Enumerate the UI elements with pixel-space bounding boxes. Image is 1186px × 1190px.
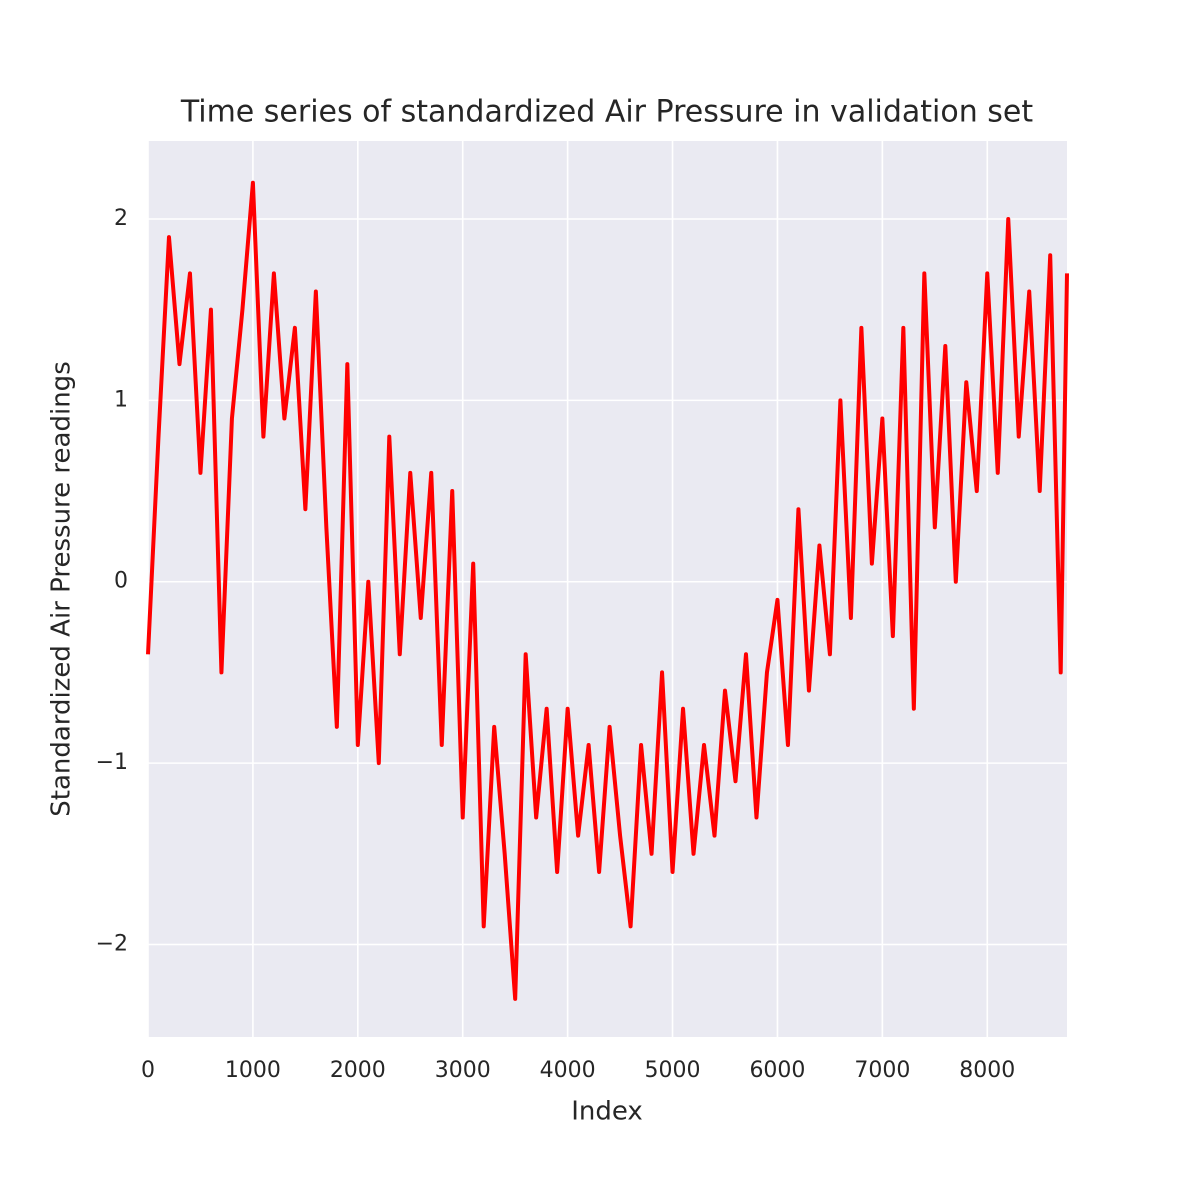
y-tick-label: 2	[114, 206, 128, 231]
y-tick-label: 0	[114, 569, 128, 594]
x-tick-label: 7000	[854, 1058, 910, 1083]
x-tick-label: 2000	[330, 1058, 386, 1083]
x-tick-label: 8000	[959, 1058, 1015, 1083]
x-tick-label: 0	[141, 1058, 155, 1083]
chart-title: Time series of standardized Air Pressure…	[180, 95, 1034, 130]
x-tick-label: 6000	[749, 1058, 805, 1083]
x-axis-label: Index	[571, 1097, 643, 1127]
y-tick-label: −2	[96, 931, 128, 956]
y-tick-label: −1	[96, 750, 128, 775]
data-line	[146, 180, 1069, 1001]
x-tick-label: 1000	[225, 1058, 281, 1083]
y-axis-label: Standardized Air Pressure readings	[47, 361, 77, 816]
x-tick-label: 5000	[645, 1058, 701, 1083]
x-tick-label: 4000	[540, 1058, 596, 1083]
x-tick-label: 3000	[435, 1058, 491, 1083]
y-tick-label: 1	[114, 387, 128, 412]
plot-area	[148, 141, 1067, 1037]
